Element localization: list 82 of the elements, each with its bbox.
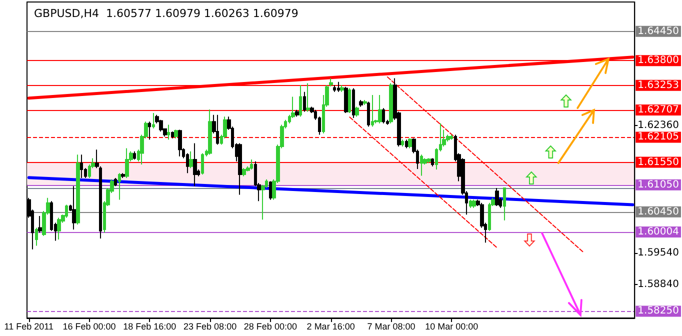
candlestick (488, 202, 491, 232)
text: GBPUSD,H4 1.60577 1.60979 1.60263 1.60979 (34, 7, 298, 20)
ref-line-label: 1.60450 (638, 206, 680, 218)
candlestick (378, 94, 382, 124)
x-tick-label: 23 Feb 08:00 (184, 322, 237, 332)
candlestick (495, 187, 499, 207)
x-tick-label: 16 Feb 00:00 (62, 322, 116, 332)
x-tick-label: 18 Feb 16:00 (123, 322, 176, 332)
candlestick (208, 108, 212, 156)
ref-line-label: 1.60004 (638, 226, 680, 238)
ref-line-label: 1.61550 (638, 156, 680, 168)
candlestick (352, 88, 355, 119)
candlestick (420, 154, 423, 176)
candlestick (148, 121, 151, 140)
ref-line-label: 1.62707 (638, 104, 680, 116)
candlestick (427, 158, 431, 164)
candlestick (238, 142, 242, 196)
candlestick (408, 138, 412, 149)
ref-line-label: 1.64450 (638, 26, 680, 37)
candlestick (57, 217, 61, 240)
candlestick (344, 86, 348, 114)
candlestick (469, 199, 472, 208)
ref-line-label: 1.63800 (638, 55, 680, 66)
candlestick (193, 142, 197, 187)
candlestick (450, 134, 453, 140)
candlestick (306, 82, 310, 112)
candlestick (118, 172, 121, 200)
candlestick (76, 154, 80, 226)
candlestick (303, 91, 306, 112)
candlestick (295, 109, 299, 118)
y-tick-label: 1.59540 (638, 247, 680, 258)
candlestick (167, 124, 170, 140)
candlestick (389, 82, 393, 124)
candlestick (340, 84, 344, 92)
candlestick (242, 168, 246, 177)
candlestick (269, 180, 272, 200)
candlestick (174, 129, 178, 139)
candlestick (201, 152, 204, 175)
candlestick (382, 108, 385, 124)
candlestick (359, 99, 363, 108)
candlestick (329, 78, 333, 87)
candlestick (125, 148, 129, 179)
x-tick-label: 2 Mar 16:00 (306, 322, 355, 332)
candlestick (216, 114, 219, 146)
candlestick (35, 227, 38, 246)
candlestick (299, 84, 302, 118)
candlestick (186, 152, 189, 174)
ref-line-label: 1.62105 (638, 132, 680, 143)
candlestick (250, 159, 253, 170)
x-tick-label: 11 Feb 2011 (4, 322, 54, 332)
ref-line-label: 1.58250 (638, 306, 680, 317)
candlestick (38, 215, 42, 234)
candlestick (371, 94, 374, 128)
x-tick-label: 28 Feb 00:00 (244, 322, 297, 332)
y-tick-label: 1.62360 (638, 120, 680, 132)
candlestick (159, 119, 163, 132)
candlestick (363, 99, 367, 106)
candlestick (133, 150, 136, 160)
x-tick-label: 7 Mar 08:00 (367, 322, 416, 332)
candlestick (355, 106, 359, 118)
candlestick (348, 88, 351, 114)
candlestick (472, 199, 476, 208)
candlestick (367, 101, 370, 128)
ref-line-label: 1.61050 (638, 179, 680, 190)
candlestick (503, 188, 506, 221)
candlestick (80, 154, 83, 179)
candlestick (405, 139, 408, 149)
ref-line-label: 1.63253 (638, 80, 680, 91)
candlestick (431, 158, 434, 167)
candlestick (189, 150, 193, 169)
candlestick (171, 131, 174, 139)
candlestick (178, 129, 182, 157)
candlestick (401, 139, 404, 147)
x-tick-label: 10 Mar 00:00 (425, 322, 478, 332)
candlestick (333, 84, 336, 92)
candlestick (152, 112, 155, 129)
candlestick (121, 172, 125, 179)
candlestick (65, 204, 68, 218)
candlestick (72, 186, 76, 230)
candlestick (337, 81, 340, 92)
candlestick (114, 178, 117, 187)
y-tick-label: 1.58840 (638, 279, 680, 290)
